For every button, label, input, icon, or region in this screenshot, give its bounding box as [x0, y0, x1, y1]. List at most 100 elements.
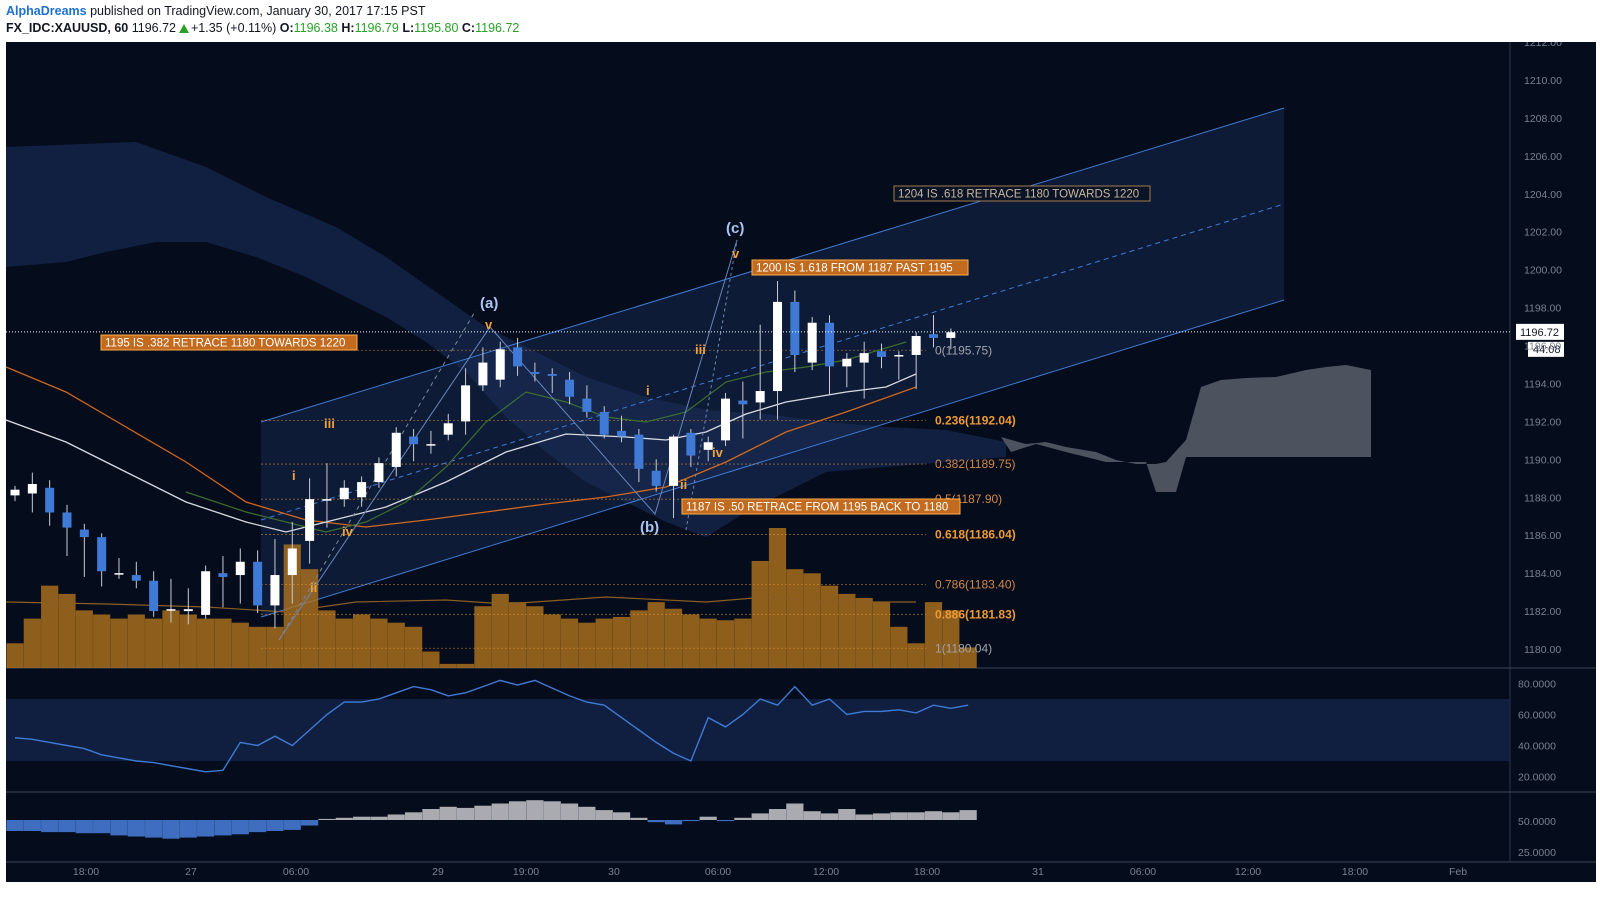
time-tick-label: 18:00: [73, 866, 99, 878]
oscillator-bar: [630, 817, 648, 820]
candle-body: [651, 470, 661, 486]
oscillator-bar: [907, 812, 925, 820]
volume-bar: [335, 618, 353, 668]
candle-body: [582, 398, 592, 412]
rsi-line: [14, 679, 969, 773]
candle-body: [287, 548, 297, 576]
price-tick-label: 1198.00: [1524, 303, 1561, 315]
volume-bar: [560, 618, 579, 668]
price-tick-label: 1210.00: [1524, 75, 1562, 87]
candle-body: [131, 575, 141, 581]
oscillator-bar: [179, 820, 197, 838]
annotation-1204-box: [893, 185, 1151, 202]
oscillator-bar: [110, 820, 128, 836]
candle-body: [565, 379, 575, 397]
candle-body: [686, 432, 696, 456]
close-value: 1196.72: [475, 21, 520, 35]
countdown-tag: [1528, 341, 1564, 357]
candle-body: [599, 411, 609, 435]
volume-bar: [179, 614, 197, 668]
volume-bar: [387, 622, 405, 668]
osc-tick-label: 50.0000: [1518, 816, 1556, 828]
time-tick-label: Feb: [1449, 866, 1467, 878]
annotation-1204: 1204 IS .618 RETRACE 1180 TOWARDS 1220: [898, 189, 1139, 201]
oscillator-bar: [370, 816, 388, 820]
open-value: 1196.38: [293, 21, 338, 35]
candle-body: [461, 385, 471, 422]
volume-bar: [23, 618, 41, 668]
oscillator-bar: [58, 820, 76, 833]
wave-c-projection: [685, 239, 738, 531]
candle-body: [270, 575, 280, 606]
price-tick-label: 1180.00: [1524, 644, 1561, 656]
volume-bar: [404, 626, 423, 668]
candle-body: [617, 430, 627, 437]
current-price-tag: [1516, 323, 1564, 340]
volume-bar: [699, 618, 717, 668]
wave-label-minor: iii: [695, 342, 706, 357]
candle-body: [183, 609, 193, 612]
volume-bar: [231, 622, 249, 668]
candle-body: [911, 336, 921, 355]
volume-bar: [959, 647, 977, 668]
price-tick-label: 1184.00: [1524, 568, 1561, 580]
candle-body: [946, 332, 956, 338]
oscillator-bar: [768, 809, 787, 820]
volume-bar: [508, 602, 527, 668]
oscillator-bar: [162, 820, 180, 839]
oscillator-bar: [838, 809, 856, 820]
chart-area[interactable]: 0(1195.75) 0.236(1192.04) 0.382(1189.75) 0.…: [6, 42, 1596, 882]
oscillator-bar: [543, 801, 561, 820]
oscillator-bar: [335, 817, 353, 820]
elliott-wave-path: [278, 239, 738, 641]
candle-body: [235, 561, 245, 576]
candle-body: [547, 373, 557, 376]
volume-bar: [855, 598, 873, 668]
price-tick-label: 1202.00: [1524, 227, 1562, 239]
time-tick-label: 29: [432, 866, 444, 878]
volume-bar: [283, 544, 301, 668]
volume-bar: [266, 626, 284, 668]
volume-bar: [197, 618, 215, 668]
chart-canvas[interactable]: 0(1195.75) 0.236(1192.04) 0.382(1189.75) 0.…: [6, 42, 1596, 882]
volume-bar: [612, 616, 631, 668]
fib-label: 0.236(1192.04): [935, 414, 1016, 428]
volume-bar: [526, 606, 544, 668]
candle-body: [443, 423, 453, 435]
symbol-name: FX_IDC:XAUUSD, 60: [6, 21, 129, 35]
oscillator-bar: [197, 820, 215, 837]
wave-label-minor: i: [646, 383, 650, 398]
time-tick-label: 27: [185, 866, 197, 878]
fib-label: 0(1195.75): [935, 343, 992, 357]
oscillator-bar: [751, 813, 769, 820]
volume-bar: [578, 622, 596, 668]
volume-bar: [110, 618, 128, 668]
oscillator-bar: [942, 812, 960, 820]
candle-body: [773, 301, 783, 392]
volume-bar: [318, 610, 336, 668]
time-tick-label: 19:00: [513, 866, 539, 878]
oscillator-bar: [855, 814, 873, 820]
fib-label: 0.618(1186.04): [935, 527, 1016, 541]
candle-body: [738, 400, 748, 405]
candle-body: [409, 436, 419, 445]
price-tick-label: 1200.00: [1524, 265, 1562, 277]
oscillator-bar: [924, 811, 943, 820]
oscillator-bar: [387, 814, 405, 820]
footer-strip: [0, 882, 1600, 902]
candle-body: [513, 347, 523, 367]
author-link[interactable]: AlphaDreams: [6, 4, 87, 18]
price-tick-label: 1212.00: [1524, 42, 1562, 49]
oscillator-bar: [682, 820, 700, 822]
candle-body: [877, 351, 886, 357]
oscillator-bar: [734, 817, 752, 820]
volume-bar: [127, 614, 145, 668]
volume-bar: [145, 618, 163, 668]
candle-body: [530, 372, 540, 374]
oscillator-bar: [803, 811, 821, 820]
oscillator-bar: [439, 806, 457, 820]
candle-body: [114, 573, 124, 575]
oscillator-bar: [508, 801, 527, 820]
volume-bar: [439, 663, 457, 668]
volume-bar: [214, 618, 232, 668]
